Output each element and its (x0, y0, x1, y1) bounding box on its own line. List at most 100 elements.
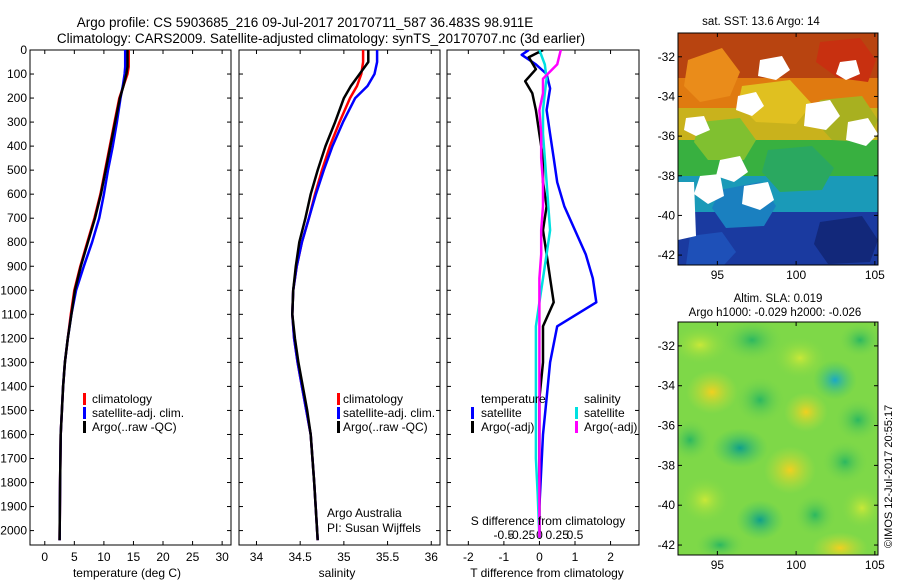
s-tick-label: -0.25 (508, 528, 536, 542)
legend-label-satellite-adj: satellite-adj. clim. (92, 406, 184, 420)
sla-blob-19 (812, 532, 868, 555)
depth-tick-label: 1200 (0, 331, 27, 345)
x-tick-label: -2 (463, 550, 474, 564)
sst-patch-blue (686, 232, 736, 265)
sst-cloud-8 (742, 182, 774, 210)
panel-temperature-frame (29, 49, 232, 546)
map-y-tick-label: -32 (658, 50, 676, 64)
legend-label-temp-argo: Argo(-adj) (481, 420, 534, 434)
sla-blob-10 (678, 418, 712, 462)
x-tick-label: 34 (250, 550, 264, 564)
legend-label-argo: Argo(..raw -QC) (92, 420, 177, 434)
depth-tick-label: 1900 (0, 500, 27, 514)
depth-tick-label: 100 (7, 67, 27, 81)
legend-swatch-satellite-adj (337, 407, 340, 419)
title-line-1: Argo profile: CS 5903685_216 09-Jul-2017… (77, 15, 534, 30)
sla-blob-3 (772, 336, 828, 380)
x-tick-label: 35.5 (376, 550, 400, 564)
legend-label-argo: Argo(..raw -QC) (343, 420, 428, 434)
sla-blob-7 (734, 376, 786, 424)
depth-tick-label: 200 (7, 91, 27, 105)
depth-tick-label: 1500 (0, 403, 27, 417)
temperature-x-axis: 0 5 10 15 20 25 30 (41, 50, 229, 564)
legend-label-satellite-adj: satellite-adj. clim. (343, 406, 435, 420)
depth-tick-label: 900 (7, 259, 27, 273)
sst-map-axes: 95 100 105 -32 -34 -36 -38 -40 -42 (658, 33, 885, 282)
legend-label-climatology: climatology (343, 392, 403, 406)
legend-label-climatology: climatology (92, 392, 152, 406)
map-y-tick-label: -40 (658, 208, 676, 222)
x-tick-label: 30 (215, 550, 229, 564)
salinity-legend: climatology satellite-adj. clim. Argo(..… (337, 392, 435, 434)
difference-xlabel: T difference from climatology (470, 566, 624, 580)
s-tick-label: 0.5 (567, 528, 584, 542)
sla-blob-18 (694, 529, 746, 555)
sla-blob-2 (720, 322, 784, 362)
map-y-tick-label: -38 (658, 169, 676, 183)
series-line (58, 50, 130, 541)
depth-tick-label: 300 (7, 115, 27, 129)
x-tick-label: 20 (156, 550, 170, 564)
map-x-tick-label: 100 (786, 558, 806, 572)
legend-title-temperature: temperature (481, 392, 546, 406)
temperature-legend: climatology satellite-adj. clim. Argo(..… (83, 392, 184, 434)
sla-map-title-1: Altim. SLA: 0.019 (734, 293, 823, 305)
difference-lines (520, 50, 598, 538)
imos-credit: ©IMOS 12-Jul-2017 20:55:17 (883, 405, 895, 548)
map-y-tick-label: -34 (658, 89, 676, 103)
panel-temperature: 0100200300400500600700800900100011001200… (0, 43, 232, 580)
salinity-x-axis: 34 34.5 35 35.5 36 (250, 50, 438, 564)
sst-map-image (678, 33, 878, 265)
panel-salinity-frame (238, 49, 441, 546)
x-tick-label: 0 (536, 550, 543, 564)
series-line (534, 50, 552, 538)
x-tick-label: 15 (127, 550, 141, 564)
sla-blob-13 (821, 440, 869, 484)
sst-cloud-2 (736, 92, 764, 116)
depth-tick-label: 1800 (0, 476, 27, 490)
s-difference-label: S difference from climatology (471, 514, 626, 528)
salinity-lines (291, 50, 379, 541)
difference-depth-ticks (447, 49, 639, 532)
legend-swatch-climatology (337, 393, 340, 405)
map-x-tick-label: 95 (711, 558, 725, 572)
sst-cloud-7 (694, 174, 724, 204)
sla-blob-1 (678, 325, 730, 365)
sst-patch-orange (684, 48, 740, 102)
temperature-lines (58, 50, 130, 541)
map-y-tick-label: -32 (658, 339, 676, 353)
salinity-depth-ticks (239, 49, 440, 532)
legend-label-sal-satellite: satellite (584, 406, 625, 420)
sla-blob-5 (838, 322, 878, 358)
map-x-tick-label: 100 (786, 268, 806, 282)
map-y-tick-label: -34 (658, 379, 676, 393)
sla-blob-9 (834, 398, 878, 442)
depth-tick-label: 1100 (1, 307, 27, 321)
map-x-tick-label: 105 (865, 268, 885, 282)
sst-patch-navy (814, 216, 878, 264)
sst-map-title: sat. SST: 13.6 Argo: 14 (702, 16, 820, 28)
s-tick-label: -0.5 (494, 528, 515, 542)
x-tick-label: 34.5 (288, 550, 312, 564)
legend-swatch-argo (83, 421, 86, 433)
sst-patch-yellow (738, 80, 812, 124)
map-y-tick-label: -36 (658, 419, 676, 433)
sla-map-axes: 95 100 105 -32 -34 -36 -38 -40 -42 (658, 322, 885, 572)
x-tick-label: 25 (186, 550, 200, 564)
sla-blob-15 (736, 500, 784, 540)
sst-map-panel: sat. SST: 13.6 Argo: 14 (658, 16, 886, 282)
difference-legend: temperature satellite Argo(-adj) salinit… (471, 392, 637, 434)
legend-swatch-satellite-adj (83, 407, 86, 419)
series-line (520, 50, 598, 538)
depth-tick-label: 1000 (0, 283, 27, 297)
s-tick-label: 0.25 (546, 528, 570, 542)
sla-blob-4 (813, 360, 857, 400)
sst-cloud-3 (684, 116, 710, 136)
series-line (291, 50, 365, 541)
legend-swatch-sal-satellite (575, 407, 578, 419)
map-x-tick-label: 95 (711, 268, 725, 282)
sst-cloud-6 (716, 156, 748, 182)
sla-blob-14 (679, 476, 731, 524)
depth-tick-label: 400 (7, 139, 27, 153)
map-x-tick-label: 105 (865, 558, 885, 572)
